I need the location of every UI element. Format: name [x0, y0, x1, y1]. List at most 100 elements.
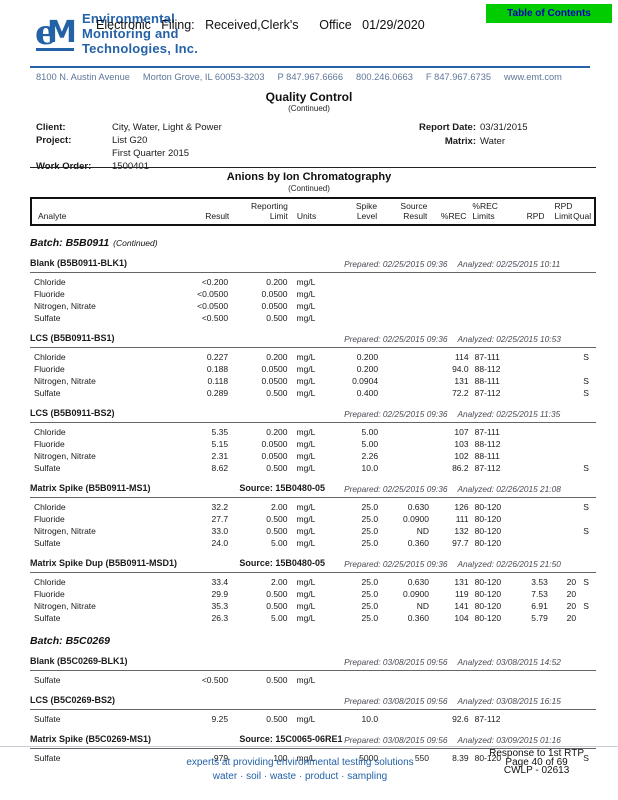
analyte-cell [517, 387, 548, 399]
analyte-row: Sulfate 8.62 0.500 mg/L 10.0 86.2 87-112 S [30, 462, 596, 474]
section-title: Anions by Ion Chromatography [226, 171, 392, 183]
batch-title-note: (Continued) [113, 237, 158, 248]
analyte-cell: 80-120 [474, 612, 502, 623]
analyte-cell: 80-120 [474, 600, 502, 611]
analyte-cell: Sulfate [34, 674, 61, 685]
address-item: F 847.967.6735 [425, 72, 492, 82]
analyte-cell: 80-120 [474, 752, 502, 763]
analyte-cell [378, 300, 429, 312]
prepared-timestamp: Prepared: 03/08/2015 09:56 [344, 656, 448, 667]
analyte-cell: 979 [213, 752, 229, 763]
sample-name: Matrix Spike Dup (B5B0911-MSD1) [30, 557, 178, 568]
analyte-cell: 88-112 [474, 438, 501, 449]
spacer-cell [36, 148, 112, 159]
analyte-row: Fluoride 27.7 0.500 mg/L 25.0 0.0900 111 80-120 [30, 513, 596, 525]
analyte-cell: 26.3 [211, 612, 229, 623]
analyte-cell: 0.200 [356, 363, 379, 374]
analyte-cell: S [583, 462, 589, 473]
analyte-row: Chloride 33.4 2.00 mg/L 25.0 0.630 131 80-120 3.… [30, 576, 596, 588]
analyte-cell: 104 [454, 612, 469, 623]
analyte-cell [548, 438, 576, 450]
analyte-cell [330, 288, 378, 300]
analyte-cell [330, 674, 378, 686]
workorder-label: Work Order: [36, 161, 92, 172]
analyte-cell [576, 612, 596, 624]
page-title-continued: (Continued) [288, 104, 330, 113]
analyte-cell [548, 537, 576, 549]
analyte-row: Fluoride <0.0500 0.0500 mg/L [30, 288, 596, 300]
analyte-cell: S [583, 501, 589, 512]
analyte-cell [378, 450, 429, 462]
column-header: RPD [526, 211, 545, 221]
analyte-cell [517, 674, 548, 686]
stamp-page-number: Page 40 of 69 [505, 756, 568, 768]
analyte-cell [576, 674, 596, 686]
footer-divider [0, 746, 618, 747]
analyte-cell: 3.53 [531, 576, 548, 587]
info-divider [30, 167, 596, 168]
svg-text:M: M [47, 15, 77, 50]
analyte-cell [517, 450, 548, 462]
analyte-cell [576, 438, 596, 450]
analyte-cell: 80-120 [474, 588, 502, 599]
analyte-cell: 0.500 [266, 513, 288, 524]
analyte-cell: 5.79 [531, 612, 548, 623]
analyte-cell: 0.500 [266, 713, 288, 724]
analyte-cell: mg/L [296, 576, 316, 587]
analyte-cell: mg/L [296, 501, 316, 512]
footer-tagline-line1: experts at providing environmental testi… [186, 757, 414, 768]
analyte-cell: S [583, 387, 589, 398]
report-info-left: Client: City, Water, Light & Power Proje… [36, 122, 222, 172]
analyte-cell [548, 375, 576, 387]
analyte-row: Fluoride 5.15 0.0500 mg/L 5.00 103 88-112 [30, 438, 596, 450]
analyzed-timestamp: Analyzed: 02/25/2015 10:53 [457, 333, 561, 344]
analyte-cell: 0.500 [266, 462, 288, 473]
sample-dates: Prepared: 03/08/2015 09:56 Analyzed: 03/0… [344, 696, 561, 706]
analyte-cell: 10.0 [361, 713, 379, 724]
analyte-cell: Fluoride [34, 438, 65, 449]
analyte-cell: S [583, 576, 589, 587]
analyte-cell: 111 [455, 513, 469, 524]
analyzed-timestamp: Analyzed: 03/08/2015 16:15 [457, 695, 561, 706]
analyte-cell [378, 351, 429, 363]
analyte-cell: 20 [566, 588, 577, 599]
analyte-cell: 0.500 [266, 588, 288, 599]
sample-name: Blank (B5C0269-BLK1) [30, 655, 128, 666]
company-name-line1: Environmental [82, 11, 175, 26]
analyte-cell: 20 [566, 600, 577, 611]
analyte-cell: 25.0 [361, 576, 379, 587]
analyte-cell: 88-111 [474, 450, 500, 461]
sample-header: Matrix Spike (B5C0269-MS1) Source: 15C006… [30, 734, 596, 749]
analyte-cell [378, 426, 429, 438]
website-link[interactable]: www.emt.com [504, 72, 562, 82]
sample-header: LCS (B5C0269-BS2) Prepared: 03/08/2015 09… [30, 695, 596, 710]
analyte-row: Sulfate <0.500 0.500 mg/L [30, 312, 596, 324]
analyte-cell: 92.6 [452, 713, 469, 724]
analyte-cell: mg/L [296, 438, 316, 449]
analyte-cell: 100 [273, 752, 288, 763]
sample-header: LCS (B5B0911-BS1) Prepared: 02/25/2015 09… [30, 333, 596, 348]
analyte-cell [548, 525, 576, 537]
analyte-cell: 0.200 [266, 351, 288, 362]
analyte-cell [517, 300, 548, 312]
qc-table: Analyte Result Reporting Limit Units Spike L… [30, 197, 596, 764]
analyte-cell: 0.0900 [403, 513, 429, 524]
footer-services: water · soil · waste · product · samplin… [212, 770, 388, 782]
analyte-cell [469, 276, 517, 288]
sample-dates: Prepared: 02/25/2015 09:36 Analyzed: 02/2… [344, 334, 561, 344]
table-of-contents-button[interactable]: Table of Contents [486, 4, 612, 23]
analyzed-timestamp: Analyzed: 02/25/2015 11:35 [457, 408, 561, 419]
analyte-cell: 25.0 [361, 600, 379, 611]
sample-header: Blank (B5B0911-BLK1) Prepared: 02/25/2015… [30, 258, 596, 273]
analyte-cell [517, 363, 548, 375]
analyte-cell: mg/L [296, 525, 316, 536]
stamp-response: Response to 1st RTP [489, 748, 584, 759]
analyte-cell [576, 288, 596, 300]
analyte-cell: 0.500 [266, 674, 288, 685]
analyte-cell: 87-112 [474, 462, 501, 473]
analyte-cell: mg/L [296, 288, 316, 299]
analyte-cell [517, 501, 548, 513]
analyte-cell: 87-112 [474, 713, 501, 724]
analyte-row: Nitrogen, Nitrate 33.0 0.500 mg/L 25.0 ND 132 8… [30, 525, 596, 537]
sample-dates: Prepared: 03/08/2015 09:56 Analyzed: 03/0… [344, 735, 561, 745]
